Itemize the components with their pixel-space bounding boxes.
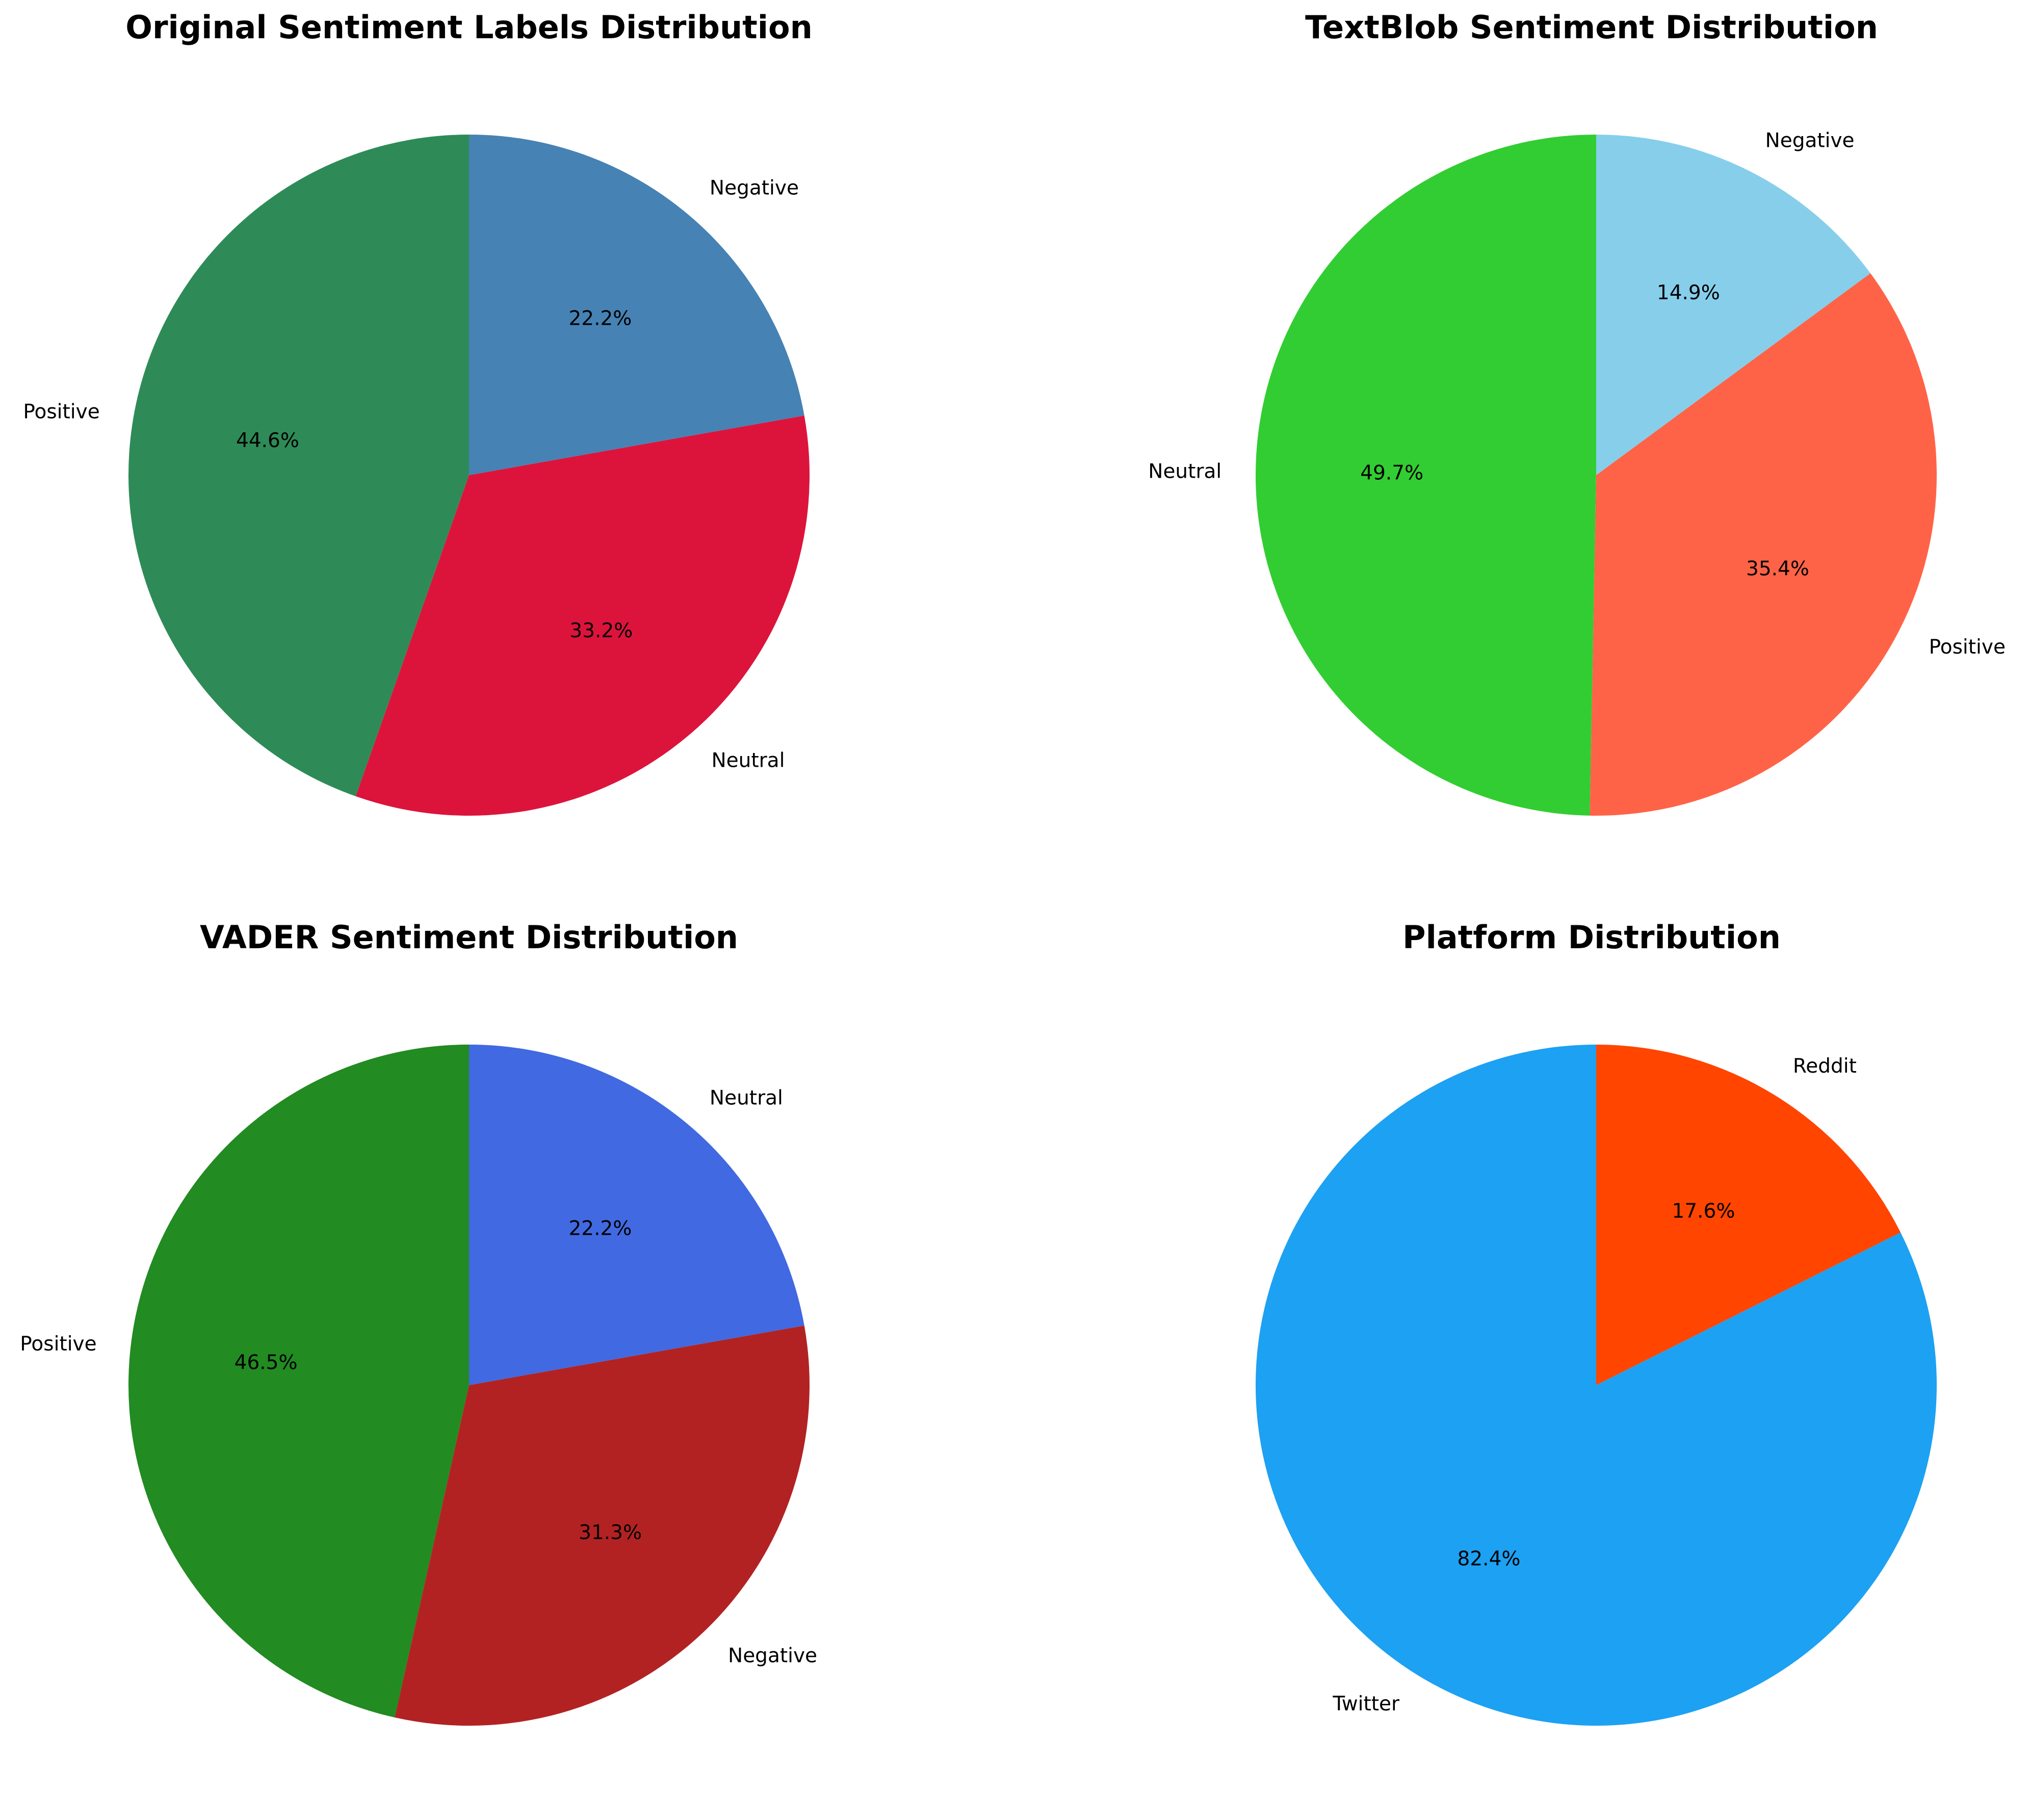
slice-category-label: Positive [23,400,99,423]
pie-chart-textblob-sentiment: 49.7% Neutral 35.4% Positive 14.9% Negative Te… [1148,9,2006,816]
slice-category-label: Positive [1929,636,2006,659]
pie-chart-original-sentiment: 44.6% Positive 33.2% Neutral 22.2% Negative Or… [23,9,813,816]
pie-slice-neutral [469,1045,804,1385]
chart-title: TextBlob Sentiment Distribution [1305,9,1878,46]
pie-slice-neutral [355,415,810,816]
pie-slice-positive [128,135,469,796]
slice-percent-label: 31.3% [579,1521,642,1544]
slice-category-label: Positive [20,1333,96,1356]
pie-chart-platform: 82.4% Twitter 17.6% Reddit Platform Distribu… [1256,919,1937,1726]
slice-percent-label: 82.4% [1458,1548,1521,1571]
pie-slice-neutral [1255,135,1596,816]
pie-chart-vader-sentiment: 46.5% Positive 31.3% Negative 22.2% Neutral VA… [20,919,817,1726]
slice-category-label: Twitter [1332,1693,1400,1715]
slice-category-label: Reddit [1793,1055,1857,1078]
pie-slice-reddit [1596,1045,1901,1385]
pie-slice-positive [1590,273,1937,816]
chart-title: Platform Distribution [1402,919,1781,956]
slice-percent-label: 35.4% [1746,558,1809,581]
pie-slice-negative [469,135,804,475]
slice-percent-label: 22.2% [568,307,632,330]
slice-percent-label: 49.7% [1360,462,1423,485]
slice-percent-label: 14.9% [1657,281,1720,304]
pie-slice-positive [128,1045,469,1718]
slice-category-label: Neutral [711,749,785,772]
pie-slice-twitter [1256,1045,1937,1726]
slice-category-label: Negative [728,1644,817,1667]
slice-percent-label: 17.6% [1672,1200,1735,1223]
slice-percent-label: 33.2% [569,619,633,642]
slice-category-label: Neutral [710,1086,783,1109]
slice-percent-label: 22.2% [568,1217,632,1240]
chart-title: VADER Sentiment Distribution [200,919,738,956]
slice-category-label: Negative [1765,129,1855,152]
slice-percent-label: 46.5% [235,1351,298,1374]
pie-slice-negative [395,1325,810,1726]
pie-slice-negative [1596,134,1870,475]
chart-title: Original Sentiment Labels Distribution [125,9,812,46]
slice-category-label: Neutral [1148,460,1221,483]
slice-percent-label: 44.6% [236,429,299,452]
slice-category-label: Negative [710,176,799,199]
